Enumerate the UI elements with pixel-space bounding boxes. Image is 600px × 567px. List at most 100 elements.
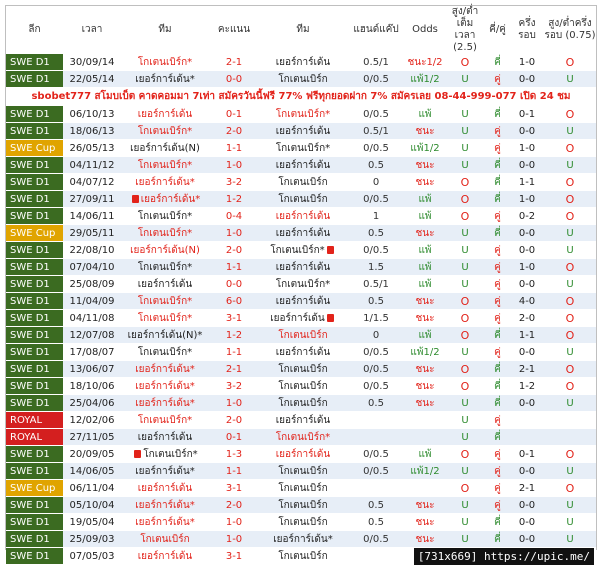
league-badge[interactable]: SWE D1 (6, 105, 63, 123)
home-team[interactable]: เยอร์การ์เด้น* (121, 173, 209, 191)
home-team[interactable]: โกเตนเบิร์ก* (121, 258, 209, 276)
table-row[interactable]: SWE D1 17/08/07 โกเตนเบิร์ก* 1-1 เยอร์การ์เด… (6, 343, 596, 361)
away-team[interactable]: โกเตนเบิร์ก (259, 479, 347, 497)
home-team-name[interactable]: โกเตนเบิร์ก* (137, 210, 193, 222)
away-team[interactable]: เยอร์การ์เด้น* (259, 530, 347, 548)
away-team-name[interactable]: โกเตนเบิร์ก (278, 363, 328, 375)
home-team[interactable]: เยอร์การ์เด้น (121, 479, 209, 497)
away-team-name[interactable]: โกเตนเบิร์ก* (270, 244, 325, 256)
home-team[interactable]: โกเตนเบิร์ก* (121, 54, 209, 71)
league-badge[interactable]: SWE D1 (6, 207, 63, 225)
league-badge[interactable]: SWE Cup (6, 139, 63, 157)
home-team[interactable]: เยอร์การ์เด้น (121, 428, 209, 446)
away-team[interactable]: โกเตนเบิร์ก (259, 547, 347, 565)
home-team[interactable]: โกเตนเบิร์ก* (121, 343, 209, 361)
away-team[interactable]: เยอร์การ์เด้น (259, 445, 347, 463)
home-team-name[interactable]: โกเตนเบิร์ก* (137, 56, 193, 68)
home-team-name[interactable]: เยอร์การ์เด้น (137, 431, 193, 443)
table-row[interactable]: SWE D1 25/04/06 เยอร์การ์เด้น* 1-0 โกเตนเบิร… (6, 394, 596, 412)
home-team[interactable]: เยอร์การ์เด้น (121, 547, 209, 565)
home-team[interactable]: โกเตนเบิร์ก* (121, 156, 209, 174)
away-team-name[interactable]: โกเตนเบิร์ก (278, 499, 328, 511)
table-row[interactable]: SWE D1 22/05/14 เยอร์การ์เด้น* 0-0 โกเตนเบิร… (6, 70, 596, 88)
home-team-name[interactable]: โกเตนเบิร์ก (140, 533, 190, 545)
match-score[interactable]: 1-0 (209, 530, 259, 548)
header-half-time[interactable]: ครึ่ง รอบ (510, 6, 544, 54)
away-team[interactable]: เยอร์การ์เด้น (259, 411, 347, 429)
away-team-name[interactable]: เยอร์การ์เด้น* (273, 533, 333, 545)
header-home-team[interactable]: ทีม (121, 6, 209, 54)
league-badge[interactable]: SWE D1 (6, 343, 63, 361)
home-team-name[interactable]: โกเตนเบิร์ก* (137, 227, 193, 239)
away-team[interactable]: โกเตนเบิร์ก (259, 513, 347, 531)
header-over-under-half[interactable]: สูง/ต่ำครึ่ง รอบ (0.75) (544, 6, 596, 54)
league-badge[interactable]: SWE D1 (6, 530, 63, 548)
league-badge[interactable]: SWE Cup (6, 224, 63, 242)
home-team-name[interactable]: โกเตนเบิร์ก* (137, 125, 193, 137)
promo-banner-row[interactable]: sbobet777 สโมบเบ็ต คาดคอมมา 7เท่า สมัครว… (6, 87, 596, 106)
table-row[interactable]: SWE D1 05/10/04 เยอร์การ์เด้น* 2-0 โกเตนเบิร… (6, 496, 596, 514)
home-team[interactable]: เยอร์การ์เด้น* (121, 513, 209, 531)
home-team-name[interactable]: โกเตนเบิร์ก* (137, 346, 193, 358)
match-score[interactable]: 3-2 (209, 173, 259, 191)
away-team[interactable]: โกเตนเบิร์ก* (259, 428, 347, 446)
table-row[interactable]: SWE D1 22/08/10 เยอร์การ์เด้น(N) 2-0 โกเตนเบ… (6, 241, 596, 259)
table-row[interactable]: SWE D1 18/10/06 เยอร์การ์เด้น* 3-2 โกเตนเบิร… (6, 377, 596, 395)
away-team[interactable]: เยอร์การ์เด้น (259, 309, 347, 327)
match-score[interactable]: 2-0 (209, 241, 259, 259)
home-team[interactable]: โกเตนเบิร์ก* (121, 411, 209, 429)
away-team[interactable]: โกเตนเบิร์ก* (259, 241, 347, 259)
away-team-name[interactable]: เยอร์การ์เด้น (275, 210, 331, 222)
away-team-name[interactable]: โกเตนเบิร์ก (278, 482, 328, 494)
away-team[interactable]: เยอร์การ์เด้น (259, 224, 347, 242)
table-row[interactable]: SWE D1 04/07/12 เยอร์การ์เด้น* 3-2 โกเตนเบิร… (6, 173, 596, 191)
match-score[interactable]: 2-0 (209, 411, 259, 429)
away-team-name[interactable]: เยอร์การ์เด้น (275, 295, 331, 307)
home-team[interactable]: เยอร์การ์เด้น* (121, 377, 209, 395)
match-score[interactable]: 1-2 (209, 190, 259, 208)
away-team-name[interactable]: เยอร์การ์เด้น (275, 56, 331, 68)
home-team-name[interactable]: เยอร์การ์เด้น(N) (130, 142, 200, 154)
match-score[interactable]: 1-2 (209, 326, 259, 344)
away-team-name[interactable]: โกเตนเบิร์ก (278, 550, 328, 562)
home-team[interactable]: โกเตนเบิร์ก* (121, 292, 209, 310)
table-row[interactable]: SWE D1 04/11/12 โกเตนเบิร์ก* 1-0 เยอร์การ์เด… (6, 156, 596, 174)
away-team[interactable]: เยอร์การ์เด้น (259, 292, 347, 310)
header-odds[interactable]: Odds (405, 6, 445, 54)
away-team[interactable]: เยอร์การ์เด้น (259, 54, 347, 71)
table-row[interactable]: SWE D1 25/09/03 โกเตนเบิร์ก 1-0 เยอร์การ์เด้… (6, 530, 596, 548)
home-team[interactable]: เยอร์การ์เด้น* (121, 394, 209, 412)
home-team[interactable]: เยอร์การ์เด้น(N) (121, 241, 209, 259)
away-team-name[interactable]: โกเตนเบิร์ก (278, 516, 328, 528)
away-team-name[interactable]: โกเตนเบิร์ก (278, 397, 328, 409)
home-team[interactable]: เยอร์การ์เด้น* (121, 496, 209, 514)
league-badge[interactable]: ROYAL (6, 428, 63, 446)
home-team-name[interactable]: เยอร์การ์เด้น* (140, 193, 201, 205)
league-badge[interactable]: SWE D1 (6, 496, 63, 514)
table-row[interactable]: SWE D1 11/04/09 โกเตนเบิร์ก* 6-0 เยอร์การ์เด… (6, 292, 596, 310)
league-badge[interactable]: SWE D1 (6, 445, 63, 463)
away-team-name[interactable]: โกเตนเบิร์ก (278, 176, 328, 188)
home-team-name[interactable]: เยอร์การ์เด้น (137, 278, 193, 290)
home-team[interactable]: เยอร์การ์เด้น* (121, 360, 209, 378)
match-score[interactable]: 2-1 (209, 54, 259, 71)
league-badge[interactable]: SWE Cup (6, 479, 63, 497)
away-team-name[interactable]: เยอร์การ์เด้น (275, 414, 331, 426)
match-score[interactable]: 6-0 (209, 292, 259, 310)
home-team[interactable]: โกเตนเบิร์ก* (121, 207, 209, 225)
away-team-name[interactable]: โกเตนเบิร์ก (278, 465, 328, 477)
away-team-name[interactable]: เยอร์การ์เด้น (275, 448, 331, 460)
table-row[interactable]: SWE D1 18/06/13 โกเตนเบิร์ก* 2-0 เยอร์การ์เด… (6, 122, 596, 140)
home-team-name[interactable]: โกเตนเบิร์ก* (143, 448, 198, 460)
league-badge[interactable]: SWE D1 (6, 360, 63, 378)
home-team[interactable]: เยอร์การ์เด้น (121, 275, 209, 293)
home-team-name[interactable]: เยอร์การ์เด้น* (135, 176, 195, 188)
table-row[interactable]: SWE D1 07/04/10 โกเตนเบิร์ก* 1-1 เยอร์การ์เด… (6, 258, 596, 276)
home-team-name[interactable]: โกเตนเบิร์ก* (137, 295, 193, 307)
home-team-name[interactable]: โกเตนเบิร์ก* (137, 414, 193, 426)
match-score[interactable]: 3-1 (209, 479, 259, 497)
home-team-name[interactable]: เยอร์การ์เด้น* (135, 73, 195, 85)
league-badge[interactable]: SWE D1 (6, 275, 63, 293)
match-score[interactable]: 1-1 (209, 258, 259, 276)
away-team[interactable]: โกเตนเบิร์ก (259, 462, 347, 480)
